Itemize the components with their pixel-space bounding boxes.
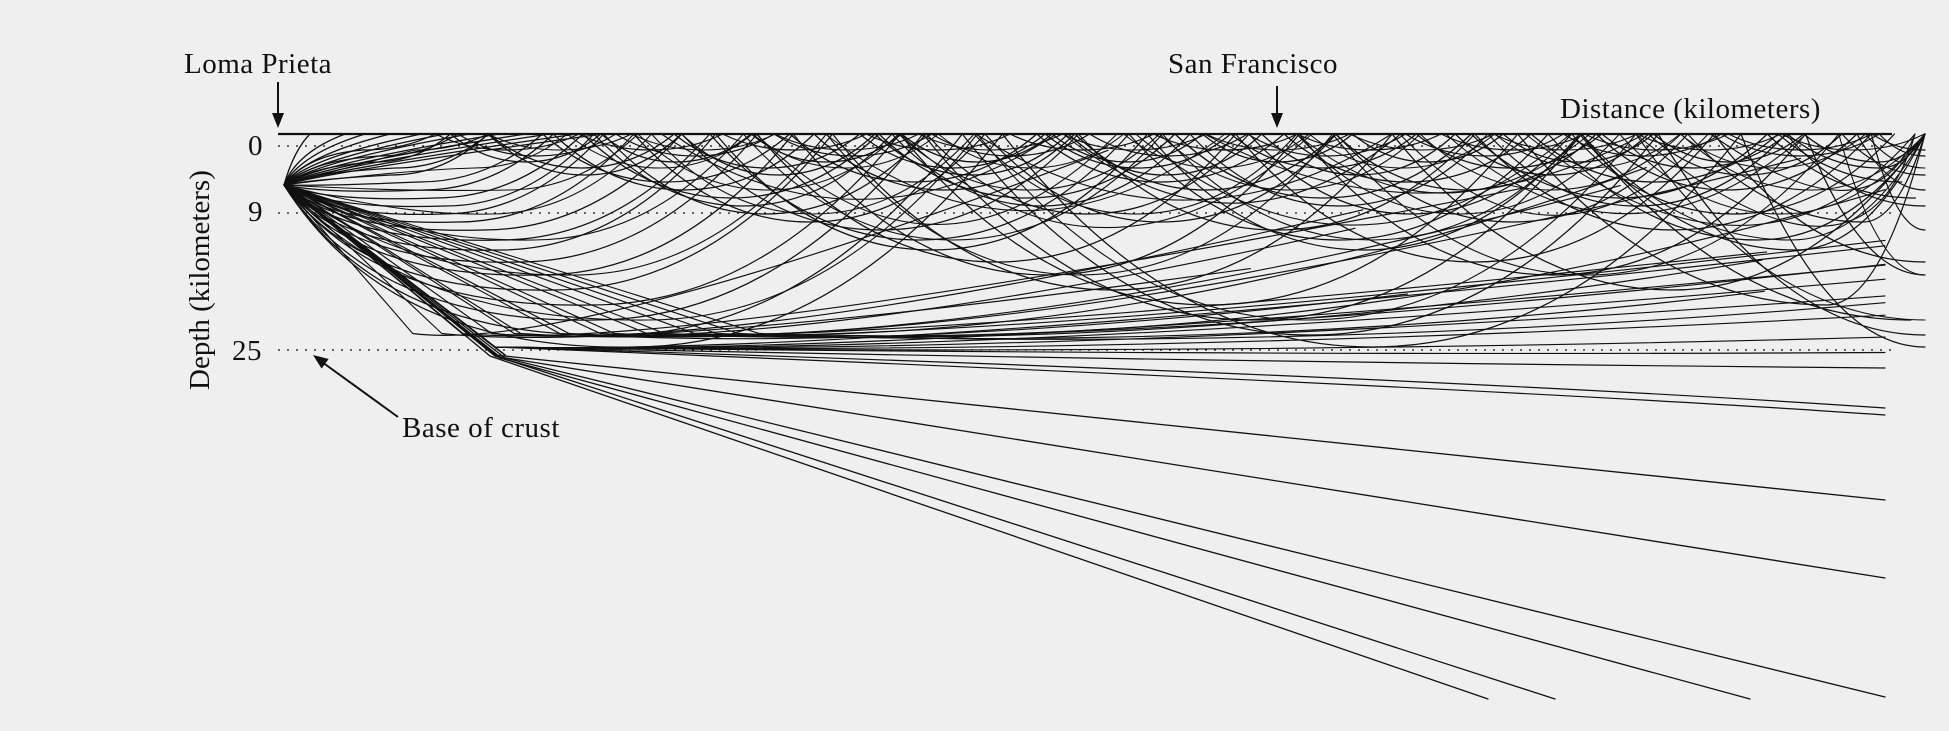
ray-envelope [283, 184, 506, 356]
head-wave-ray [283, 184, 1886, 349]
crustal-arc [1399, 133, 1709, 216]
crustal-arc [1635, 133, 1916, 227]
crustal-arc [1203, 133, 1646, 194]
depth-tick-25: 25 [232, 335, 262, 367]
refracted-ray [283, 133, 1926, 186]
seismic-ray-paths [283, 132, 1926, 700]
loma-prieta-label: Loma Prieta [184, 48, 333, 80]
refracted-ray [283, 132, 1926, 263]
pointer-arrows [272, 82, 1283, 418]
direct-ray [283, 133, 346, 186]
moho-ray [283, 184, 1886, 369]
direct-ray [283, 133, 366, 186]
crustal-arc [755, 133, 1118, 226]
mantle-ray [283, 184, 1886, 579]
crustal-arc [975, 133, 1393, 201]
moho-reflected-ray [283, 184, 1251, 339]
refracted-ray [283, 133, 1926, 191]
moho-reflected-ray [283, 149, 1109, 336]
crustal-arc [1445, 133, 1807, 215]
base-of-crust-arrow-head [313, 355, 329, 369]
refracted-ray [283, 133, 1926, 241]
refracted-ray [283, 133, 1926, 223]
crustal-arc [1135, 133, 1572, 226]
crustal-arc [1295, 133, 1591, 194]
direct-ray [283, 133, 311, 186]
direct-ray [283, 133, 422, 186]
moho-reflected-ray [283, 184, 1768, 338]
moho-ray [283, 184, 1886, 416]
refracted-ray [283, 132, 1926, 231]
loma-prieta-arrow-head [272, 113, 284, 128]
mantle-ray [283, 184, 1556, 700]
base-of-crust-label: Base of crust [402, 412, 560, 444]
refracted-ray [283, 133, 1926, 251]
crustal-arc [1062, 133, 1402, 204]
crustal-arc [899, 133, 1313, 228]
refracted-ray [283, 132, 1926, 348]
distance-axis-label: Distance (kilometers) [1560, 93, 1821, 125]
mantle-ray [283, 184, 1489, 700]
crustal-arc [660, 133, 1057, 200]
crustal-arc [1709, 133, 1916, 191]
moho-ray [283, 184, 1886, 409]
head-wave-ray [283, 184, 1886, 355]
moho-reflected-ray [283, 184, 1886, 338]
crustal-arc [1524, 133, 1916, 226]
refracted-ray [283, 133, 1926, 186]
depth-tick-0: 0 [248, 130, 263, 162]
refracted-ray [283, 133, 1926, 208]
moho-reflected-ray [283, 184, 1886, 338]
san-francisco-arrow-head [1271, 113, 1283, 128]
depth-tick-9: 9 [248, 196, 263, 228]
refracted-ray [283, 133, 1903, 186]
refracted-ray [283, 132, 1912, 321]
depth-axis-label: Depth (kilometers) [184, 170, 216, 390]
crustal-arc [824, 133, 1226, 212]
base-of-crust-arrow-shaft [321, 361, 399, 418]
san-francisco-label: San Francisco [1168, 48, 1338, 80]
refracted-ray [283, 132, 1926, 276]
refracted-ray [283, 133, 1926, 241]
